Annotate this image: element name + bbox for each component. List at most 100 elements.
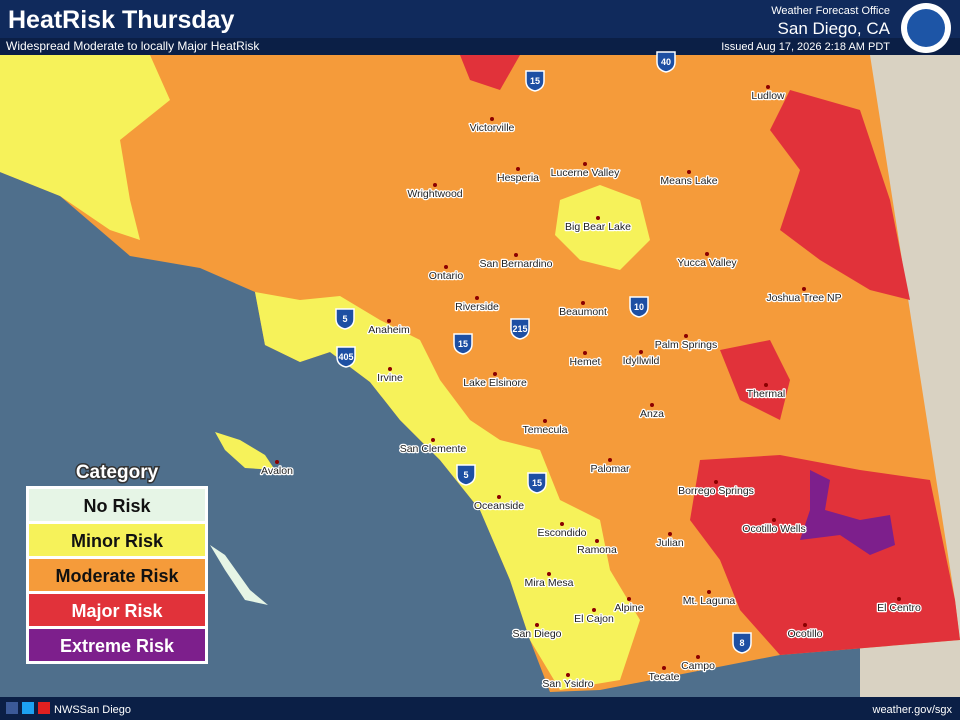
city-dot	[687, 170, 691, 174]
highway-shield	[732, 632, 752, 654]
city-label: Lake Elsinore	[463, 377, 527, 389]
city-dot	[608, 458, 612, 462]
highway-number: 10	[634, 302, 644, 312]
highway-number: 8	[739, 638, 744, 648]
city-dot	[431, 438, 435, 442]
facebook-icon[interactable]	[6, 702, 18, 714]
issued: Issued Aug 17, 2026 2:18 AM PDT	[721, 41, 890, 53]
city-label: Means Lake	[660, 175, 717, 187]
highway-shield	[656, 51, 676, 73]
city-dot	[684, 334, 688, 338]
highway-shield	[525, 70, 545, 92]
highway-number: 5	[342, 314, 347, 324]
land-major-thermal	[720, 340, 790, 420]
highway-number: 40	[661, 57, 671, 67]
city-label: Ocotillo Wells	[742, 523, 805, 535]
city-dot	[543, 419, 547, 423]
office: Weather Forecast Office	[771, 5, 890, 17]
highway-shield	[629, 296, 649, 318]
legend-label: Major Risk	[71, 601, 163, 621]
highway-number: 405	[338, 352, 353, 362]
footer-bar	[0, 697, 960, 720]
city-dot	[803, 623, 807, 627]
city-label: Tecate	[649, 671, 680, 683]
city-label: Anza	[640, 408, 664, 420]
land-major-east	[770, 90, 910, 300]
city-label: Mira Mesa	[524, 577, 573, 589]
legend-swatch	[29, 489, 205, 521]
highway-shield	[527, 472, 547, 494]
city-label: Alpine	[614, 602, 643, 614]
city-dot	[897, 597, 901, 601]
highway-shield	[510, 318, 530, 340]
city-label: Ramona	[577, 544, 617, 556]
highway-number: 15	[530, 76, 540, 86]
city-dot	[535, 623, 539, 627]
city-dot	[662, 666, 666, 670]
twitter-icon[interactable]	[22, 702, 34, 714]
city-label: Yucca Valley	[677, 257, 737, 269]
footer-social[interactable]: NWSSan Diego	[54, 704, 131, 716]
city-dot	[639, 350, 643, 354]
legend-swatch	[29, 629, 205, 661]
city-dot	[705, 252, 709, 256]
city-label: Oceanside	[474, 500, 524, 512]
city-dot	[387, 319, 391, 323]
city-label: Ludlow	[751, 90, 785, 102]
highway-number: 15	[458, 339, 468, 349]
city-dot	[516, 167, 520, 171]
city-dot	[764, 383, 768, 387]
city-dot	[668, 532, 672, 536]
city-dot	[388, 367, 392, 371]
legend-title: Category	[76, 462, 159, 483]
legend-label: No Risk	[83, 496, 151, 516]
city-dot	[714, 480, 718, 484]
city-dot	[583, 162, 587, 166]
city-label: San Bernardino	[480, 258, 553, 270]
highway-number: 215	[512, 324, 527, 334]
highway-number: 15	[532, 478, 542, 488]
city-label: Julian	[656, 537, 684, 549]
highway-shield	[456, 464, 476, 486]
subtitle: Widespread Moderate to locally Major Hea…	[6, 39, 260, 53]
land-major-imperial	[690, 455, 960, 655]
city-label: Avalon	[261, 465, 293, 477]
legend-label: Moderate Risk	[55, 566, 179, 586]
legend-swatch	[29, 524, 205, 556]
city-dot	[627, 597, 631, 601]
highway-shield	[453, 333, 473, 355]
legend-label: Minor Risk	[71, 531, 164, 551]
city-dot	[696, 655, 700, 659]
city-label: Joshua Tree NP	[766, 292, 841, 304]
city-label: Big Bear Lake	[565, 221, 631, 233]
city-label: El Cajon	[574, 613, 614, 625]
city-label: Palm Springs	[655, 339, 717, 351]
city-label: Ocotillo	[787, 628, 822, 640]
city-label: San Ysidro	[542, 678, 593, 690]
island2	[210, 545, 268, 605]
land-minor-north	[0, 55, 170, 240]
city-label: Temecula	[523, 424, 568, 436]
city-dot	[583, 351, 587, 355]
island	[215, 432, 275, 470]
city-dot	[707, 590, 711, 594]
city-dot	[772, 518, 776, 522]
city-dot	[560, 522, 564, 526]
highway-shield	[336, 346, 356, 368]
city-label: Escondido	[537, 527, 586, 539]
footer-site[interactable]: weather.gov/sgx	[872, 704, 953, 716]
legend-swatch	[29, 559, 205, 591]
city-label: Thermal	[747, 388, 786, 400]
youtube-icon[interactable]	[38, 702, 50, 714]
city-dot	[490, 117, 494, 121]
city-label: San Clemente	[400, 443, 467, 455]
city-label: Irvine	[377, 372, 403, 384]
city-label: San Diego	[512, 628, 561, 640]
city-label: Ontario	[429, 270, 464, 282]
city-dot	[595, 539, 599, 543]
city-label: Hemet	[570, 356, 601, 368]
city-label: Idyllwild	[623, 355, 660, 367]
city-label: Beaumont	[559, 306, 607, 318]
city-dot	[592, 608, 596, 612]
